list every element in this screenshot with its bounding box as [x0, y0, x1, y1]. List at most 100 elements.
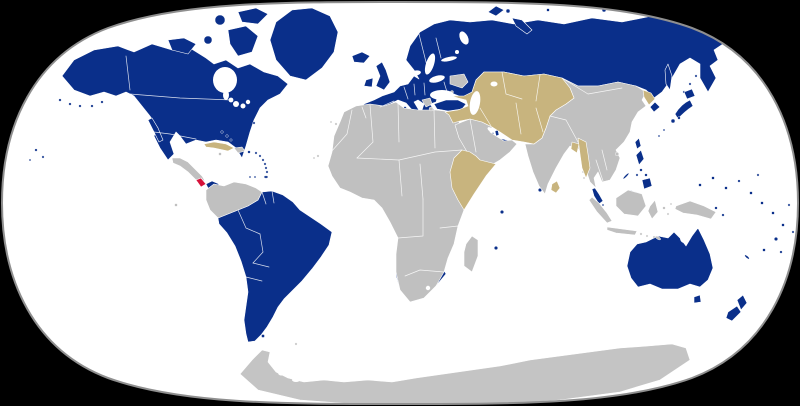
region-aleutian-2: [68, 102, 72, 106]
border-alaska-canada: [125, 55, 131, 91]
region-japan-hokkaido: [683, 88, 696, 100]
region-pacific-12: [791, 230, 795, 234]
border-africa-2: [356, 104, 374, 159]
region-antarctica: [239, 343, 691, 404]
region-new-zealand-south: [725, 305, 742, 322]
regions-gray: [171, 73, 717, 346]
region-northwest-south-america: [205, 181, 263, 219]
border-sa-1: [237, 209, 261, 235]
white-sea: [459, 31, 469, 45]
region-north-korea: [642, 89, 656, 106]
region-moluccas-2: [666, 212, 670, 216]
region-belarus: [449, 73, 469, 89]
region-arctic-island-2: [227, 25, 259, 57]
region-myanmar: [577, 137, 591, 179]
region-trinidad: [263, 175, 269, 179]
region-novaya-zemlya: [511, 17, 533, 35]
region-tasmania: [693, 294, 702, 304]
region-pacific-6: [760, 201, 764, 205]
regions-red: [195, 177, 207, 188]
region-galapagos: [174, 203, 178, 207]
region-java: [606, 226, 638, 236]
persian-gulf: [487, 127, 495, 133]
region-costa-rica: [195, 177, 207, 188]
border-africa-6: [419, 163, 424, 200]
regions-antarctica: [239, 343, 691, 404]
lesotho: [425, 285, 431, 291]
region-arctic-island-1: [167, 37, 197, 55]
region-lesser-sunda-2: [645, 234, 649, 238]
region-new-caledonia: [744, 254, 750, 260]
region-balkan-patch-2: [428, 106, 434, 112]
border-sa-2: [252, 233, 264, 264]
region-hainan: [615, 151, 620, 156]
border-indochina-2: [595, 159, 604, 182]
region-pacific-2: [711, 176, 715, 180]
region-antilles-3: [261, 158, 265, 162]
great-lake-2: [240, 103, 246, 109]
region-antilles-2: [258, 154, 262, 158]
region-cape-verde-2: [312, 156, 316, 160]
region-sulawesi: [647, 199, 659, 220]
region-south-america: [217, 190, 333, 343]
region-pacific-4: [737, 179, 741, 183]
gulf-of-finland: [441, 56, 457, 62]
great-lake-1: [233, 101, 239, 107]
lake-ladoga: [455, 50, 459, 54]
region-aleutian-1: [58, 98, 62, 102]
region-aleutian-3: [78, 104, 82, 108]
region-bahamas-3: [229, 138, 233, 142]
region-arctic-island-5: [214, 14, 226, 26]
region-bahamas-1: [220, 130, 224, 134]
region-arctic-island-4: [203, 35, 213, 45]
region-solomon-1: [714, 206, 718, 210]
border-kazakh-1: [501, 71, 523, 100]
border-europe-4: [413, 83, 416, 96]
region-pacific-11: [779, 250, 783, 254]
region-fiji: [774, 236, 779, 241]
country-borders: [125, 33, 623, 282]
region-japan-honshu: [674, 99, 694, 120]
region-bermuda: [252, 121, 256, 125]
region-curacao-1: [248, 175, 252, 179]
border-us-mexico: [153, 131, 197, 140]
region-greenland: [269, 7, 339, 81]
region-philippines-2: [644, 173, 648, 177]
region-jamaica: [218, 152, 222, 156]
great-lake-3: [245, 99, 251, 105]
region-balkan-patch-1: [421, 97, 433, 108]
region-pacific-7: [771, 211, 775, 215]
region-polynesia-2: [41, 155, 45, 159]
region-cape-verde-1: [316, 154, 320, 158]
border-europe-3: [403, 86, 409, 100]
region-philippines-3: [635, 173, 639, 177]
border-india-china: [549, 115, 579, 143]
border-africa-9: [404, 269, 445, 277]
border-sa-3: [252, 262, 270, 268]
border-africa-7: [398, 159, 403, 197]
border-europe-5: [423, 82, 426, 96]
border-europe-6: [443, 81, 448, 93]
region-pacific-3: [724, 186, 728, 190]
region-marshall: [756, 173, 760, 177]
border-kazakh-2: [535, 74, 541, 102]
region-kuril-2: [688, 82, 692, 86]
region-japan-kyushu: [670, 118, 676, 124]
border-africa-1: [330, 109, 353, 153]
border-africa-5: [356, 149, 463, 161]
region-svalbard-2: [505, 8, 511, 14]
inland-water: [213, 31, 688, 382]
region-australia: [626, 227, 714, 290]
region-seychelles: [500, 209, 505, 214]
regions-tan: [203, 71, 656, 211]
border-europe-1: [361, 106, 367, 119]
border-saudi-yemen: [469, 118, 477, 153]
region-madagascar: [463, 235, 479, 273]
border-indochina-1: [601, 149, 608, 171]
black-sea: [430, 90, 454, 100]
region-iceland: [351, 51, 371, 64]
border-sa-4: [245, 276, 263, 282]
region-antilles-5: [264, 166, 268, 170]
